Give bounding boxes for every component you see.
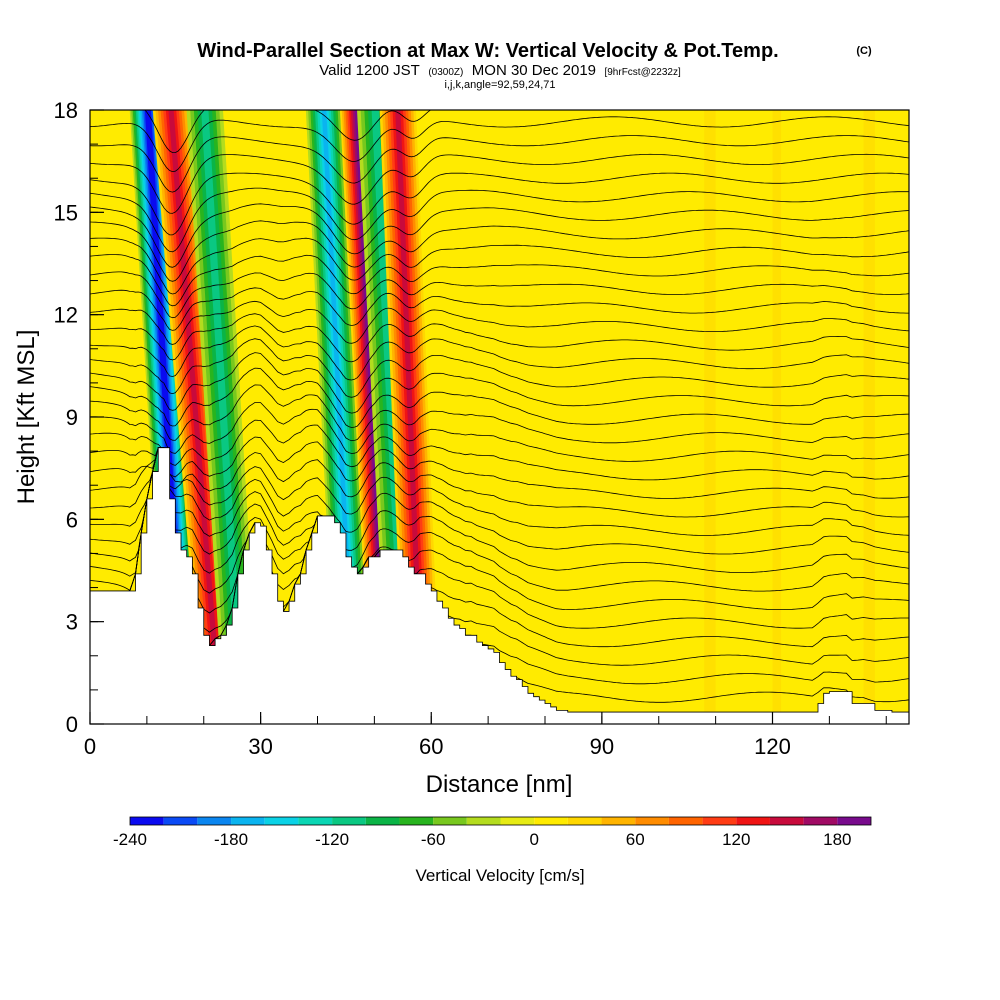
field-streak bbox=[772, 110, 782, 724]
colorbar-tick-label: -60 bbox=[421, 830, 446, 849]
chart-title-tag: (C) bbox=[856, 45, 872, 57]
isentrope-line bbox=[90, 447, 909, 648]
y-tick-label: 18 bbox=[54, 98, 78, 123]
chart-subtitle: Valid 1200 JST (0300Z) MON 30 Dec 2019 [… bbox=[319, 62, 681, 79]
x-axis: 0 30 60 90 120 bbox=[84, 712, 887, 759]
isentrope-line bbox=[90, 338, 909, 398]
colorbar-swatch bbox=[365, 817, 400, 825]
colorbar-swatch bbox=[668, 817, 703, 825]
colorbar-ticks: -240 -180 -120 -60 0 60 120 180 bbox=[113, 830, 852, 849]
isentrope-line bbox=[90, 367, 909, 428]
y-axis-label: Height [Kft MSL] bbox=[13, 330, 40, 505]
x-tick-label: 90 bbox=[590, 734, 614, 759]
x-axis-label: Distance [nm] bbox=[426, 771, 573, 798]
colorbar-swatch bbox=[769, 817, 804, 825]
colorbar-swatch bbox=[635, 817, 669, 825]
velocity-band-layer bbox=[168, 110, 218, 656]
colorbar-swatch bbox=[567, 817, 602, 825]
y-tick-label: 6 bbox=[66, 507, 78, 532]
isentrope-line bbox=[90, 447, 909, 573]
y-tick-label: 9 bbox=[66, 405, 78, 430]
colorbar-tick-label: 180 bbox=[823, 830, 851, 849]
isentrope-line bbox=[90, 419, 909, 481]
grid-indices: i,j,k,angle=92,59,24,71 bbox=[444, 79, 555, 91]
chart-title: Wind-Parallel Section at Max W: Vertical… bbox=[197, 40, 778, 62]
forecast-info: [9hrFcst@2232z] bbox=[604, 67, 681, 78]
velocity-band-layer bbox=[321, 110, 354, 656]
isentrope-line bbox=[90, 203, 909, 268]
y-axis: 0 3 6 9 12 15 18 bbox=[54, 98, 104, 737]
colorbar-tick-label: 120 bbox=[722, 830, 750, 849]
isentrope-line bbox=[90, 135, 909, 193]
colorbar-swatch bbox=[231, 817, 265, 825]
colorbar-swatch bbox=[803, 817, 838, 825]
colorbar-swatch bbox=[197, 817, 232, 825]
isentrope-line bbox=[90, 116, 909, 173]
isentrope-line bbox=[90, 436, 909, 499]
isentrope-line bbox=[90, 447, 909, 592]
colorbar-frame bbox=[129, 816, 872, 826]
velocity-band-layer bbox=[201, 110, 242, 656]
colorbar-swatch bbox=[130, 817, 164, 825]
colorbar-swatch bbox=[702, 817, 737, 825]
isentrope-line bbox=[90, 447, 909, 610]
isentrope-line bbox=[90, 325, 909, 381]
valid-date: MON 30 Dec 2019 bbox=[472, 62, 596, 79]
colorbar-swatch bbox=[601, 817, 636, 825]
colorbar-swatch bbox=[163, 817, 198, 825]
isentrope-line bbox=[90, 271, 909, 319]
isentrope-line bbox=[90, 172, 909, 236]
isentrope-line bbox=[90, 402, 909, 462]
terrain-mask bbox=[90, 447, 909, 724]
x-tick-label: 60 bbox=[419, 734, 443, 759]
isentrope-line bbox=[90, 237, 909, 295]
colorbar-tick-label: -180 bbox=[214, 830, 248, 849]
isentrope-line bbox=[90, 447, 909, 518]
isentrope-line bbox=[90, 254, 909, 307]
zulu-time: (0300Z) bbox=[428, 67, 463, 78]
y-tick-label: 0 bbox=[66, 712, 78, 737]
isentrope-line bbox=[90, 447, 909, 536]
colorbar-swatch bbox=[332, 817, 366, 825]
isentrope-line bbox=[90, 153, 909, 214]
terrain-profile bbox=[90, 447, 909, 724]
colorbar-swatch bbox=[534, 817, 568, 825]
colorbar-swatch bbox=[500, 817, 535, 825]
colorbar-tick-label: 60 bbox=[626, 830, 645, 849]
y-tick-label: 3 bbox=[66, 610, 78, 635]
y-tick-label: 12 bbox=[54, 303, 78, 328]
isentrope-line bbox=[90, 220, 909, 282]
colorbar-swatch bbox=[736, 817, 770, 825]
isentrope-line bbox=[90, 384, 909, 444]
colorbar-title: Vertical Velocity [cm/s] bbox=[415, 866, 584, 885]
colorbar-tick-label: -240 bbox=[113, 830, 147, 849]
x-tick-label: 120 bbox=[754, 734, 791, 759]
x-tick-label: 0 bbox=[84, 734, 96, 759]
colorbar-swatch bbox=[837, 817, 871, 825]
colorbar-swatch bbox=[399, 817, 434, 825]
isentrope-line bbox=[90, 447, 909, 555]
colorbar-tick-label: -120 bbox=[315, 830, 349, 849]
isentrope-line bbox=[90, 287, 909, 331]
isentrope-line bbox=[90, 447, 909, 666]
velocity-band-layer bbox=[395, 110, 423, 656]
isentrope-line bbox=[90, 300, 909, 345]
x-tick-label: 30 bbox=[248, 734, 272, 759]
valid-time: Valid 1200 JST bbox=[319, 62, 420, 79]
colorbar-swatch bbox=[466, 817, 501, 825]
colorbar bbox=[129, 816, 872, 826]
isentrope-line bbox=[90, 447, 909, 629]
y-tick-label: 15 bbox=[54, 200, 78, 225]
field-streak bbox=[704, 110, 716, 724]
isentrope-line bbox=[90, 187, 909, 253]
colorbar-swatch bbox=[298, 817, 333, 825]
isentrope-line bbox=[90, 313, 909, 363]
isentrope-contours bbox=[90, 110, 909, 703]
colorbar-swatch bbox=[264, 817, 299, 825]
isentrope-line bbox=[90, 352, 909, 414]
colorbar-tick-label: 0 bbox=[529, 830, 538, 849]
colorbar-swatch bbox=[433, 817, 467, 825]
